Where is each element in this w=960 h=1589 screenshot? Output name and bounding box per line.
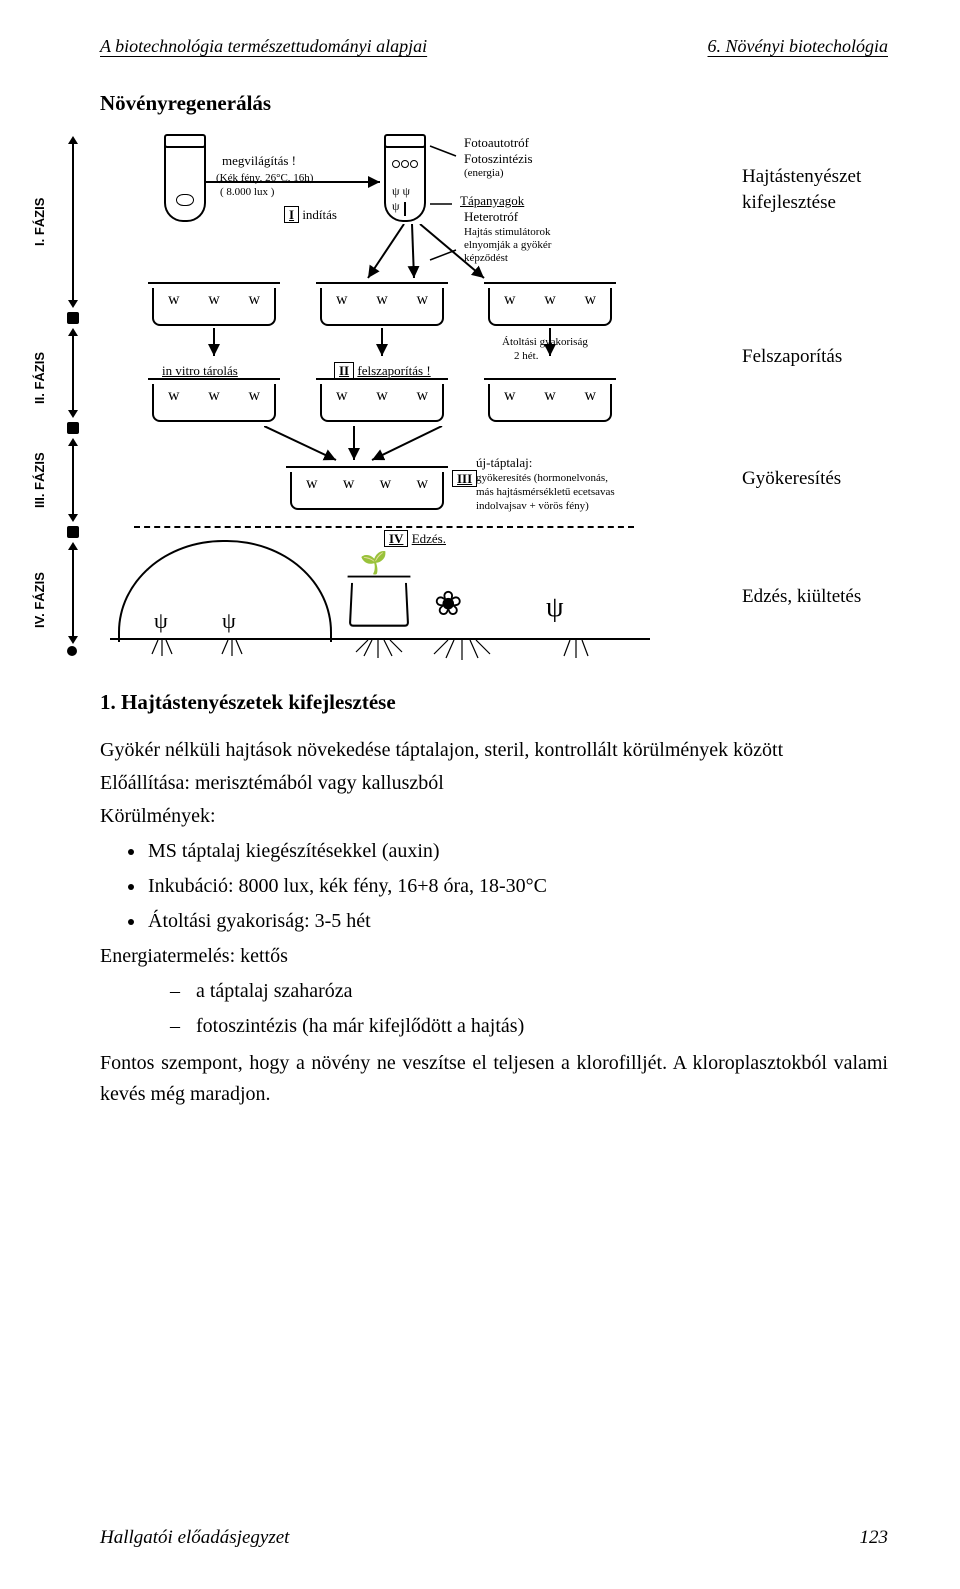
hand-label: Heterotróf	[464, 210, 518, 224]
arrow-icon	[208, 328, 220, 362]
hand-label: elnyomják a gyökér	[464, 239, 551, 251]
culture-dish: www	[152, 384, 276, 422]
paragraph: Fontos szempont, hogy a növény ne veszít…	[100, 1048, 888, 1110]
tube-start	[164, 142, 206, 222]
plant-large-icon: ❀	[434, 584, 463, 624]
phase-axis: I. FÁZIS II. FÁZIS III. FÁZIS IV. FÁZIS	[44, 136, 104, 656]
plant-icon: ψ	[222, 608, 236, 634]
hand-label: gyökeresítés (hormonelvonás,	[476, 472, 608, 484]
phase-label-1: I. FÁZIS	[32, 226, 47, 246]
document-page: A biotechnológia természettudományi alap…	[0, 0, 960, 1589]
culture-dish: www	[488, 288, 612, 326]
footer-left: Hallgatói előadásjegyzet	[100, 1527, 289, 1549]
regeneration-diagram: I. FÁZIS II. FÁZIS III. FÁZIS IV. FÁZIS	[104, 136, 884, 656]
plant-pot	[349, 583, 409, 627]
culture-dish: www	[320, 288, 444, 326]
caption-phase2: Felszaporítás	[742, 346, 842, 368]
hand-label: Átoltási gyakoriság	[502, 336, 588, 348]
hand-label: Hajtás stimulátorok	[464, 226, 550, 238]
paragraph: Előállítása: merisztémából vagy kalluszb…	[100, 768, 888, 799]
paragraph: Energiatermelés: kettős	[100, 941, 888, 972]
hand-label: Fotoszintézis	[464, 152, 533, 166]
hand-label: (energia)	[464, 167, 504, 179]
phase-label-3: III. FÁZIS	[32, 488, 47, 508]
arrow-icon	[264, 426, 444, 466]
list-item: Inkubáció: 8000 lux, kék fény, 16+8 óra,…	[146, 871, 888, 902]
culture-dish: www	[320, 384, 444, 422]
hand-label: más hajtásmérsékletű ecetsavas	[476, 486, 615, 498]
hand-label: Tápanyagok	[460, 194, 524, 208]
caption-phase1b: kifejlesztése	[742, 192, 836, 214]
phase-label-2: II. FÁZIS	[32, 384, 47, 404]
culture-dish: www	[152, 288, 276, 326]
culture-dish: www	[488, 384, 612, 422]
list-item: Átoltási gyakoriság: 3-5 hét	[146, 906, 888, 937]
plant-icon: ψ	[546, 592, 564, 624]
hand-label: új-táptalaj:	[476, 456, 532, 470]
phase-label-4: IV. FÁZIS	[32, 608, 47, 628]
hand-label: képződést	[464, 252, 508, 264]
hand-label: 2 hét.	[514, 350, 538, 362]
hand-label: indolvajsav + vörös fény)	[476, 500, 589, 512]
hand-label: in vitro tárolás	[162, 364, 238, 378]
bullet-list: MS táptalaj kiegészítésekkel (auxin) Ink…	[146, 836, 888, 937]
section-title: Növényregenerálás	[100, 91, 888, 116]
footer-page-number: 123	[860, 1527, 889, 1549]
rooting-dish: wwww	[290, 472, 444, 510]
header-left: A biotechnológia természettudományi alap…	[100, 36, 427, 57]
paragraph: Körülmények:	[100, 801, 888, 832]
hand-label: Fotoautotróf	[464, 136, 529, 150]
plant-icon: ψ	[154, 608, 168, 634]
body-text: 1. Hajtástenyészetek kifejlesztése Gyöké…	[100, 678, 888, 1112]
page-footer: Hallgatói előadásjegyzet 123	[100, 1499, 888, 1549]
list-item: fotoszintézis (ha már kifejlődött a hajt…	[170, 1011, 888, 1042]
hand-label: II felszaporítás !	[334, 364, 431, 378]
header-right: 6. Növényi biotechológia	[708, 36, 888, 57]
hand-label: IV Edzés.	[384, 532, 446, 546]
hand-label: ( 8.000 lux )	[220, 186, 274, 198]
diagram-captions: Hajtástenyészet kifejlesztése Felszaporí…	[742, 136, 902, 656]
arrow-icon	[376, 328, 388, 362]
brace-icon	[426, 142, 462, 262]
paragraph: Gyökér nélküli hajtások növekedése tápta…	[100, 735, 888, 766]
ground-line	[110, 638, 650, 640]
hand-label: III	[452, 472, 477, 486]
page-header: A biotechnológia természettudományi alap…	[100, 36, 888, 57]
dashed-divider	[134, 526, 634, 528]
hand-label: I indítás	[284, 208, 337, 222]
list-item: a táptalaj szaharóza	[170, 976, 888, 1007]
subsection-title: 1. Hajtástenyészetek kifejlesztése	[100, 686, 888, 719]
list-item: MS táptalaj kiegészítésekkel (auxin)	[146, 836, 888, 867]
plant-icon: 🌱	[360, 550, 387, 576]
caption-phase4: Edzés, kiültetés	[742, 586, 861, 608]
caption-phase3: Gyökeresítés	[742, 468, 841, 490]
hand-label: (Kék fény, 26°C, 16h)	[216, 172, 313, 184]
dash-list: a táptalaj szaharóza fotoszintézis (ha m…	[170, 976, 888, 1042]
hand-label: megvilágítás !	[222, 154, 296, 168]
caption-phase1a: Hajtástenyészet	[742, 166, 861, 188]
tube-shoots: ψ ψ ψ	[384, 142, 426, 222]
